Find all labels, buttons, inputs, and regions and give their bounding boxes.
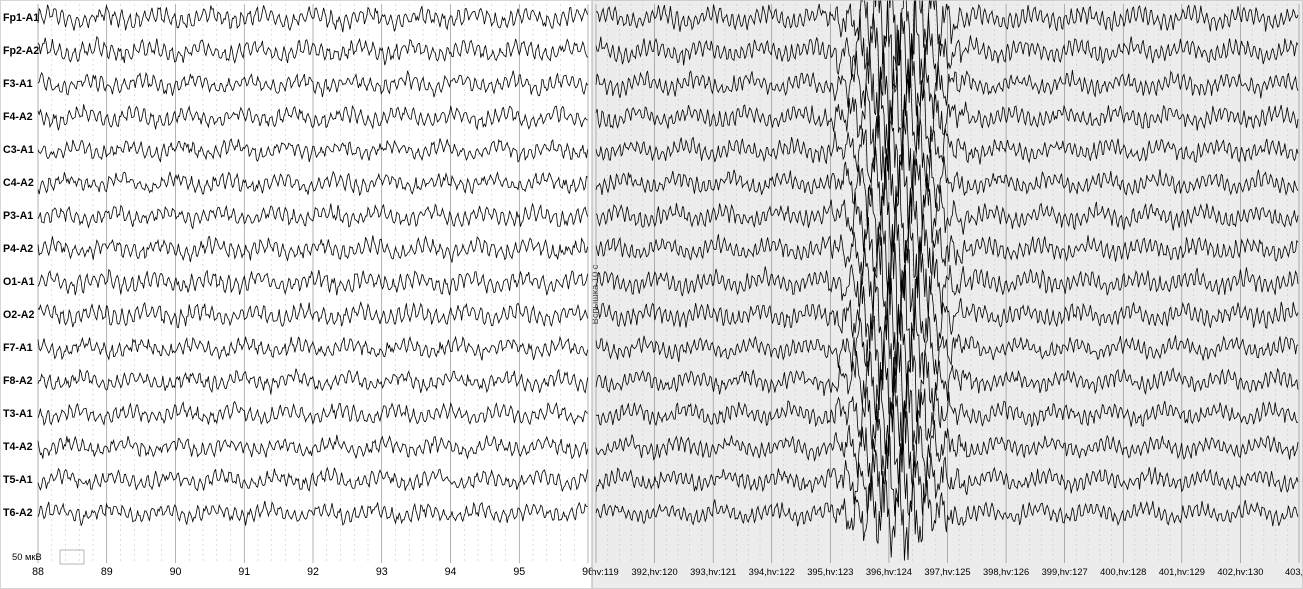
- x-tick-label: 96: [582, 566, 592, 578]
- channel-label: F7-A1: [3, 342, 33, 354]
- x-tick-label: 89: [101, 566, 113, 578]
- x-tick-label: 397,hv:125: [924, 567, 970, 577]
- x-tick-label: 94: [445, 566, 457, 578]
- scale-note: 50 мкВ: [12, 552, 42, 562]
- channel-label: O1-A1: [3, 276, 34, 288]
- eeg-panel-right: 391,hv:119 392,hv:120 393,hv:121 394,hv:122…: [592, 0, 1303, 589]
- x-tick-label: 92: [307, 566, 319, 578]
- eeg-figure: 88 89 90 91 92 93 94 95 96 Fp1-A1 Fp2-A2 F3-A1 F4-A2…: [0, 0, 1303, 589]
- x-tick-label: 90: [170, 566, 182, 578]
- channel-label: T3-A1: [3, 408, 33, 420]
- x-tick-label: 396,hv:124: [866, 567, 912, 577]
- channel-label: F4-A2: [3, 111, 33, 123]
- x-tick-label: 394,hv:122: [749, 567, 795, 577]
- x-tick-label: 392,hv:120: [631, 567, 677, 577]
- channel-label: C4-A2: [3, 177, 34, 189]
- channel-label: C3-A1: [3, 144, 34, 156]
- x-tick-label: 403,hv: [1285, 567, 1303, 577]
- channel-label: P3-A1: [3, 210, 33, 222]
- x-tick-label: 391,hv:119: [592, 567, 619, 577]
- x-tick-label: 399,hv:127: [1042, 567, 1088, 577]
- x-tick-label: 395,hv:123: [807, 567, 853, 577]
- x-tick-label: 401,hv:129: [1159, 567, 1205, 577]
- x-tick-label: 95: [513, 566, 525, 578]
- channel-label: T4-A2: [3, 441, 33, 453]
- channel-label: T6-A2: [3, 507, 33, 519]
- channel-label: O2-A2: [3, 309, 34, 321]
- channel-label: F8-A2: [3, 375, 33, 387]
- x-tick-label: 398,hv:126: [983, 567, 1029, 577]
- x-tick-label: 400,hv:128: [1100, 567, 1146, 577]
- channel-label: F3-A1: [3, 78, 33, 90]
- x-tick-label: 91: [238, 566, 250, 578]
- channel-label: P4-A2: [3, 243, 33, 255]
- x-tick-label: 393,hv:121: [690, 567, 736, 577]
- channel-label: Fp1-A1: [3, 12, 39, 24]
- x-tick-label: 88: [32, 566, 44, 578]
- eeg-panel-left: 88 89 90 91 92 93 94 95 96 Fp1-A1 Fp2-A2 F3-A1 F4-A2…: [0, 0, 592, 589]
- channel-label: T5-A1: [3, 474, 33, 486]
- x-tick-label: 93: [376, 566, 388, 578]
- x-tick-label: 402,hv:130: [1217, 567, 1263, 577]
- channel-label: Fp2-A2: [3, 45, 39, 57]
